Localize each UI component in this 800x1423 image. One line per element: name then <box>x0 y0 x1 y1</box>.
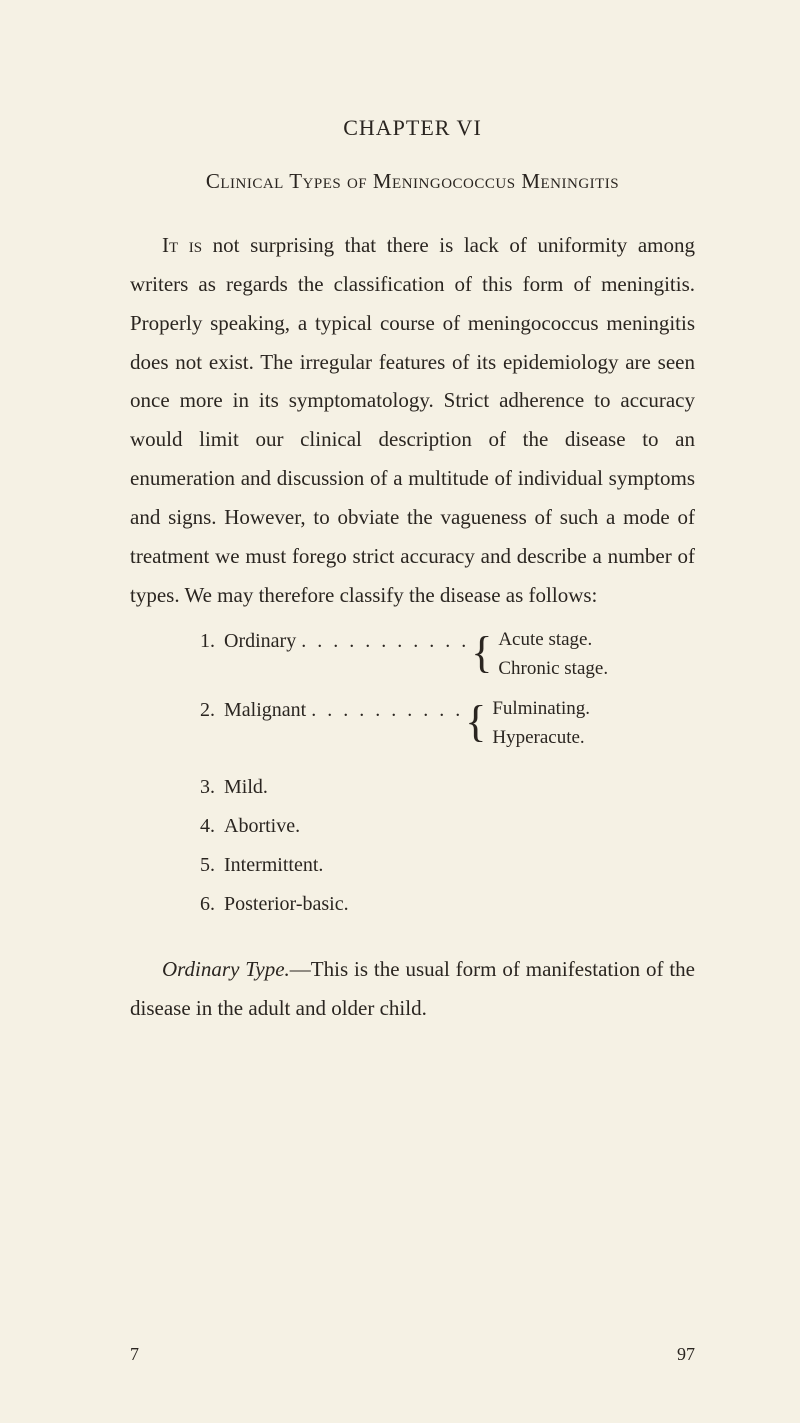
sub-item: Fulminating. <box>492 695 590 724</box>
brace-icon: { <box>471 640 492 666</box>
page-footer: 7 97 <box>130 1344 695 1365</box>
list-number: 6. <box>200 885 224 924</box>
list-number: 1. <box>200 626 224 683</box>
list-label: Mild. <box>224 768 268 807</box>
closing-paragraph: Ordinary Type.—This is the usual form of… <box>130 950 695 1028</box>
sub-items: Fulminating. Hyperacute. <box>492 695 590 752</box>
list-number: 3. <box>200 768 224 807</box>
leader-dots: . . . . . . . . . . <box>311 699 463 721</box>
list-item: 4. Abortive. <box>200 807 695 846</box>
footer-left: 7 <box>130 1344 139 1365</box>
intro-paragraph: It is not surprising that there is lack … <box>130 226 695 614</box>
sub-item: Acute stage. <box>498 626 608 655</box>
simple-list: 3. Mild. 4. Abortive. 5. Intermittent. 6… <box>200 768 695 924</box>
list-item-malignant: 2. Malignant . . . . . . . . . . { Fulmi… <box>200 695 695 752</box>
sub-item: Chronic stage. <box>498 655 608 684</box>
intro-rest: not surprising that there is lack of uni… <box>130 233 695 607</box>
sub-items: Acute stage. Chronic stage. <box>498 626 608 683</box>
list-number: 5. <box>200 846 224 885</box>
classification-list: 1. Ordinary . . . . . . . . . . . { Acut… <box>200 626 695 752</box>
chapter-subtitle: Clinical Types of Meningococcus Meningit… <box>130 169 695 194</box>
brace-group: { Fulminating. Hyperacute. <box>463 695 590 752</box>
leader-dots: . . . . . . . . . . . <box>301 630 469 652</box>
intro-first-word: It is <box>162 233 202 257</box>
list-item: 3. Mild. <box>200 768 695 807</box>
list-number: 2. <box>200 695 224 752</box>
list-label: Abortive. <box>224 807 300 846</box>
brace-group: { Acute stage. Chronic stage. <box>469 626 608 683</box>
list-item: 6. Posterior-basic. <box>200 885 695 924</box>
sub-item: Hyperacute. <box>492 724 590 753</box>
footer-right: 97 <box>677 1344 695 1365</box>
list-item: 5. Intermittent. <box>200 846 695 885</box>
chapter-heading: CHAPTER VI <box>130 115 695 141</box>
list-item-ordinary: 1. Ordinary . . . . . . . . . . . { Acut… <box>200 626 695 683</box>
brace-icon: { <box>465 709 486 735</box>
list-label: Posterior-basic. <box>224 885 349 924</box>
label-text: Malignant <box>224 699 306 721</box>
list-label: Ordinary . . . . . . . . . . . <box>224 626 469 683</box>
list-label: Intermittent. <box>224 846 323 885</box>
paragraph-heading: Ordinary Type. <box>162 957 290 981</box>
list-number: 4. <box>200 807 224 846</box>
list-label: Malignant . . . . . . . . . . <box>224 695 463 752</box>
label-text: Ordinary <box>224 630 296 652</box>
